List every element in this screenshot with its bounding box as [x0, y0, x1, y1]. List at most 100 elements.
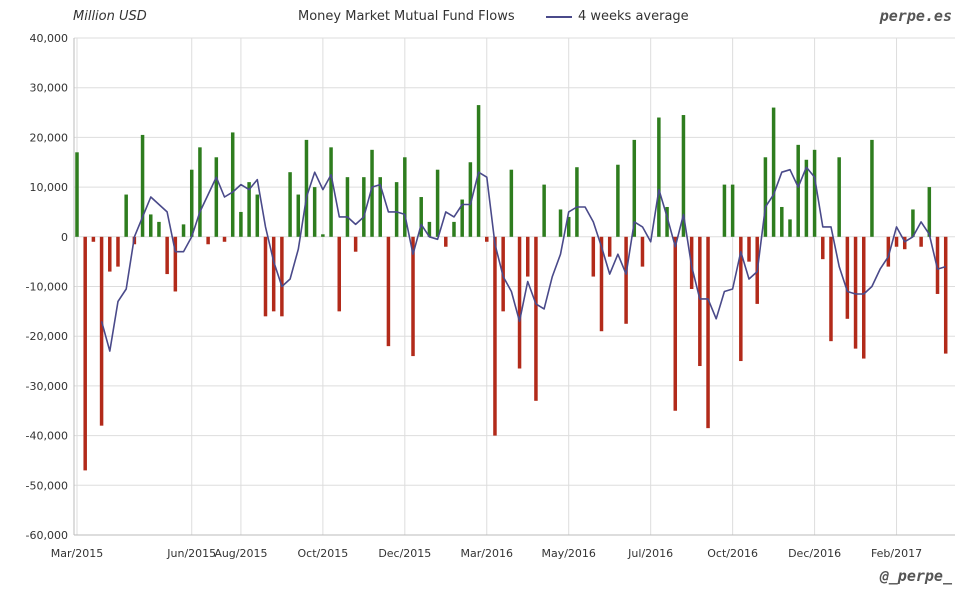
flow-bar [444, 236, 448, 247]
flow-bar [771, 107, 776, 237]
x-tick-label: Mar/2015 [51, 547, 103, 560]
flow-bar [845, 236, 850, 319]
flow-bar [886, 236, 891, 267]
bars [75, 105, 948, 471]
flow-bar [403, 157, 407, 237]
author-handle: @_perpe_ [879, 567, 952, 585]
brand-label: perpe.es [879, 7, 952, 25]
flow-bar [927, 187, 932, 237]
x-tick-label: Oct/2016 [707, 547, 758, 560]
flow-bar [919, 236, 923, 247]
flow-bar [427, 221, 432, 237]
flow-bar [189, 169, 194, 237]
flow-bar [288, 172, 292, 237]
flow-bar [862, 236, 866, 359]
flow-bar [304, 139, 309, 237]
flow-bar [558, 209, 563, 237]
flow-bar [206, 236, 210, 245]
x-tick-label: Mar/2016 [461, 547, 513, 560]
flow-bar [230, 132, 235, 237]
flow-bar [599, 236, 604, 332]
flow-bar [460, 199, 464, 237]
x-tick-label: Oct/2015 [297, 547, 348, 560]
flow-bar [902, 236, 907, 250]
flow-bar [173, 236, 178, 292]
flow-bar [517, 236, 522, 369]
flow-bar [345, 177, 350, 237]
x-tick-label: Feb/2017 [871, 547, 922, 560]
flow-bar [542, 184, 546, 237]
flow-bar [509, 169, 514, 237]
x-tick-label: Aug/2015 [214, 547, 267, 560]
flow-bar [108, 236, 112, 272]
flow-bar [706, 236, 710, 429]
flow-bar [198, 147, 202, 237]
y-tick-label: 30,000 [30, 82, 69, 95]
flow-bar [804, 159, 809, 237]
flow-bar [493, 236, 497, 436]
flow-bar [362, 177, 366, 237]
y-tick-label: -20,000 [26, 330, 68, 343]
axes: 40,000 30,000 20,000 10,000 0 -10,000 -20,000 -… [26, 32, 955, 560]
flow-bar [485, 236, 489, 242]
y-tick-label: 20,000 [30, 131, 69, 144]
flow-bar [157, 221, 161, 237]
flow-bar [821, 236, 825, 260]
grid [74, 37, 955, 536]
x-tick-label: Dec/2016 [788, 547, 841, 560]
flow-bar [943, 236, 948, 354]
flow-bar [870, 139, 874, 237]
flow-bar [632, 139, 637, 237]
flow-bar [476, 105, 481, 237]
y-tick-label: -40,000 [26, 430, 68, 443]
flow-bar [911, 209, 915, 237]
x-tick-label: Jun/2015 [166, 547, 216, 560]
flow-bar [83, 236, 87, 471]
flow-bar [312, 187, 317, 237]
flow-bar [853, 236, 858, 349]
x-tick-label: Jul/2016 [627, 547, 673, 560]
flow-bar [239, 211, 243, 237]
flow-bar [394, 182, 399, 237]
flow-bar [591, 236, 596, 277]
flow-bar [624, 236, 628, 324]
flow-bar [534, 236, 538, 401]
x-tick-label: May/2016 [541, 547, 595, 560]
flow-bar [673, 236, 678, 411]
y-tick-label: -50,000 [26, 479, 68, 492]
y-tick-label: -10,000 [26, 281, 68, 294]
flow-bar [837, 157, 841, 237]
flow-bar [566, 216, 571, 237]
flow-bar [353, 236, 358, 252]
flow-bar [665, 206, 669, 237]
unit-label: Million USD [73, 9, 147, 24]
y-tick-label: 0 [61, 231, 68, 244]
flow-bar [657, 117, 661, 237]
flow-bar [165, 236, 169, 275]
flow-bar [616, 164, 620, 237]
flow-bar [780, 206, 784, 237]
y-tick-label: 40,000 [30, 32, 69, 45]
flow-bar [763, 157, 768, 237]
flow-bar [116, 236, 120, 267]
chart-title: Money Market Mutual Fund Flows [298, 9, 515, 24]
flow-bar [722, 184, 727, 237]
flow-bar [378, 177, 382, 237]
flow-bar [435, 169, 440, 237]
flow-bar [75, 152, 79, 237]
y-tick-label: -60,000 [26, 529, 68, 542]
flow-bar [271, 236, 276, 312]
legend-label: 4 weeks average [578, 9, 689, 24]
flow-bar [452, 221, 456, 237]
average-line-layer [100, 166, 946, 352]
flow-bar [730, 184, 735, 237]
flow-bar [796, 144, 800, 237]
flow-bar [370, 149, 374, 237]
flow-bar [296, 194, 301, 237]
flow-bar [222, 236, 227, 242]
flow-bar [829, 236, 833, 342]
flow-bar [739, 236, 743, 362]
flow-bar [91, 236, 96, 242]
legend-line-swatch [546, 15, 572, 18]
flow-bar [681, 115, 686, 237]
